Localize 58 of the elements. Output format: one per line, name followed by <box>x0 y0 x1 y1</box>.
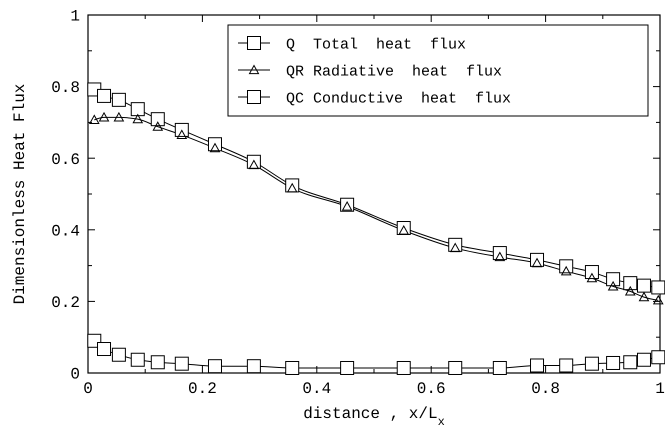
x-tick-label: 0.4 <box>302 380 332 398</box>
y-tick-label: 0.2 <box>51 294 80 312</box>
point <box>636 352 651 367</box>
point <box>638 292 649 302</box>
point <box>606 272 620 286</box>
point <box>89 114 100 124</box>
point <box>492 360 507 375</box>
point <box>608 281 618 290</box>
point <box>174 356 189 371</box>
point <box>636 278 651 293</box>
y-tick-label: 0 <box>70 366 80 384</box>
x-tick-label: 0.2 <box>188 380 217 398</box>
point <box>97 342 112 356</box>
y-axis-title: Dimensionless Heat Flux <box>11 84 29 304</box>
point <box>584 265 599 280</box>
y-tick-label: 0.6 <box>51 150 80 169</box>
point <box>530 358 544 372</box>
point <box>396 360 411 375</box>
point <box>150 112 165 126</box>
x-tick-label: 0.6 <box>416 380 446 398</box>
legend-label: Q Total heat flux <box>286 36 466 54</box>
point <box>208 359 222 374</box>
point <box>559 358 574 372</box>
point <box>152 122 163 131</box>
point <box>623 276 638 290</box>
point <box>112 92 126 107</box>
point <box>584 356 599 371</box>
point <box>174 122 189 137</box>
point <box>651 350 665 364</box>
legend-label: QR Radiative heat flux <box>286 63 502 80</box>
point <box>606 356 620 370</box>
x-tick-label: 0 <box>83 380 93 398</box>
y-tick-label: 0.8 <box>51 79 80 98</box>
x-tick-label: 0.8 <box>531 380 560 398</box>
point <box>132 114 143 124</box>
point <box>130 102 145 116</box>
point <box>150 355 165 370</box>
point <box>340 360 354 375</box>
point <box>559 259 574 274</box>
point <box>623 355 638 370</box>
point <box>112 348 126 362</box>
point <box>492 246 507 260</box>
point <box>99 112 110 122</box>
point <box>625 286 636 296</box>
point <box>285 360 300 375</box>
point <box>97 88 112 103</box>
y-tick-label: 1 <box>70 8 80 26</box>
point <box>130 352 145 367</box>
x-axis-title: distance , x/L$_{x}$ <box>303 405 445 427</box>
point <box>448 360 462 375</box>
point <box>651 280 665 294</box>
legend-label: QC Conductive heat flux <box>286 90 512 108</box>
point <box>246 359 261 374</box>
point <box>586 273 597 282</box>
point <box>208 137 222 152</box>
point <box>114 112 124 122</box>
y-tick-label: 0.4 <box>51 222 80 240</box>
x-tick-label: 1 <box>655 380 665 398</box>
